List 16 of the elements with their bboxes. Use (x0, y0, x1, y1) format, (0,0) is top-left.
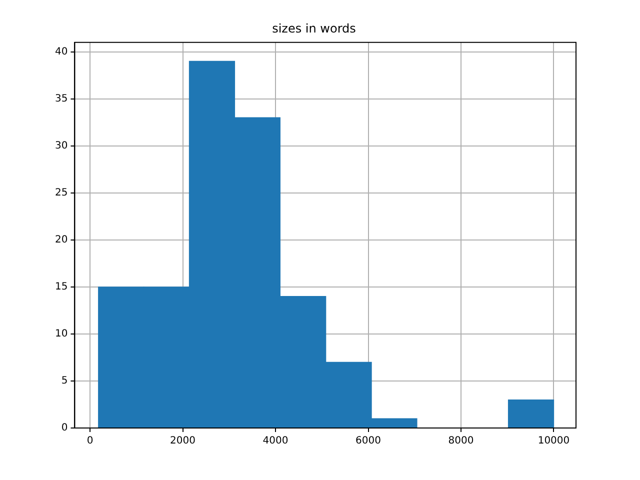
y-tick-label: 30 (54, 140, 68, 152)
y-tick-label: 0 (61, 422, 68, 434)
x-tick-label: 0 (86, 436, 94, 447)
y-tick-label: 20 (54, 234, 68, 246)
y-tick-label: 25 (54, 187, 68, 198)
y-tick-label: 5 (61, 376, 68, 387)
x-tick-label: 4000 (262, 436, 288, 447)
x-tick-label: 10000 (538, 436, 570, 447)
y-tick-label: 10 (54, 328, 68, 340)
y-tick-label: 15 (54, 282, 68, 293)
y-tick-label: 35 (54, 93, 68, 104)
chart-title: sizes in words (272, 21, 356, 36)
y-tick-label: 40 (54, 46, 68, 58)
x-tick-label: 8000 (448, 436, 474, 447)
x-tick-label: 2000 (170, 436, 196, 447)
x-tick-label: 6000 (356, 436, 381, 447)
